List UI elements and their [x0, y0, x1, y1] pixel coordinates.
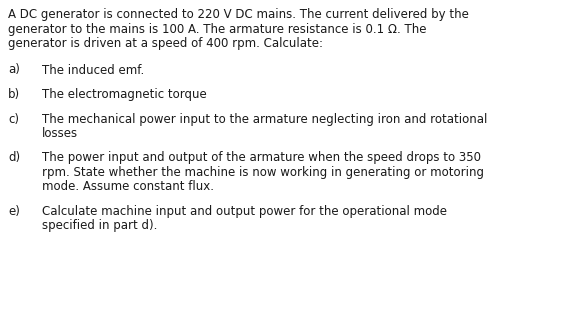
Text: generator to the mains is 100 A. The armature resistance is 0.1 Ω. The: generator to the mains is 100 A. The arm… — [8, 23, 426, 35]
Text: Calculate machine input and output power for the operational mode: Calculate machine input and output power… — [42, 205, 447, 218]
Text: generator is driven at a speed of 400 rpm. Calculate:: generator is driven at a speed of 400 rp… — [8, 37, 323, 50]
Text: specified in part d).: specified in part d). — [42, 219, 157, 233]
Text: rpm. State whether the machine is now working in generating or motoring: rpm. State whether the machine is now wo… — [42, 166, 484, 179]
Text: losses: losses — [42, 127, 78, 140]
Text: a): a) — [8, 64, 20, 76]
Text: The power input and output of the armature when the speed drops to 350: The power input and output of the armatu… — [42, 152, 481, 165]
Text: The induced emf.: The induced emf. — [42, 64, 144, 76]
Text: mode. Assume constant flux.: mode. Assume constant flux. — [42, 180, 214, 194]
Text: d): d) — [8, 152, 20, 165]
Text: c): c) — [8, 113, 19, 126]
Text: e): e) — [8, 205, 20, 218]
Text: A DC generator is connected to 220 V DC mains. The current delivered by the: A DC generator is connected to 220 V DC … — [8, 8, 469, 21]
Text: The electromagnetic torque: The electromagnetic torque — [42, 88, 207, 101]
Text: The mechanical power input to the armature neglecting iron and rotational: The mechanical power input to the armatu… — [42, 113, 487, 126]
Text: b): b) — [8, 88, 20, 101]
